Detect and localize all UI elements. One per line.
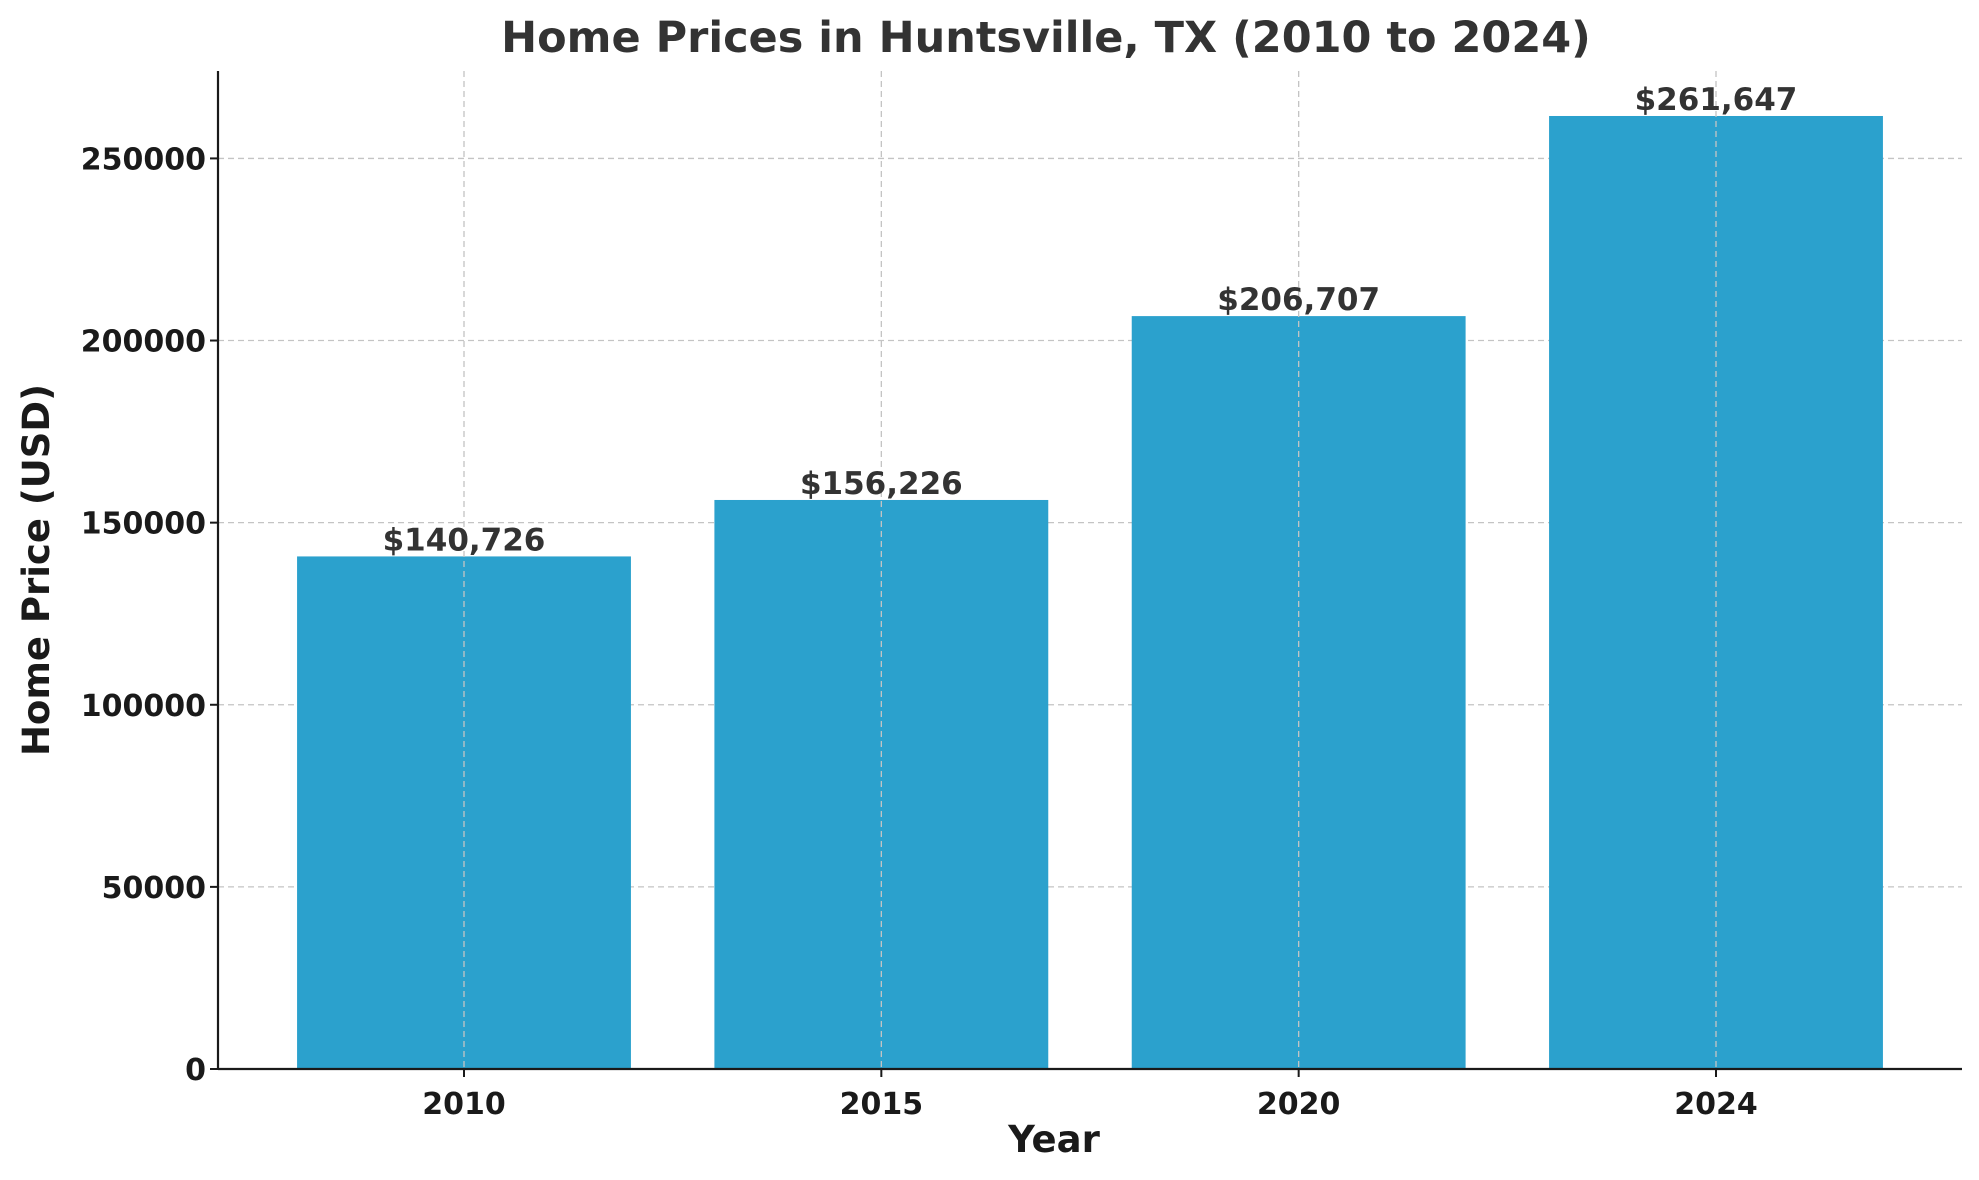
x-tick-label: 2015 bbox=[840, 1087, 924, 1122]
y-tick-label: 150000 bbox=[81, 507, 206, 542]
axes bbox=[216, 71, 1962, 1071]
y-tick-label: 200000 bbox=[81, 325, 206, 360]
data-labels: $140,726 $156,226 $206,707 $261,647 bbox=[383, 82, 1798, 558]
y-tick-label: 0 bbox=[185, 1053, 206, 1088]
data-label: $140,726 bbox=[383, 522, 546, 558]
y-tick-label: 100000 bbox=[81, 689, 206, 724]
y-axis-label: Home Price (USD) bbox=[15, 384, 58, 756]
data-label: $206,707 bbox=[1217, 282, 1380, 318]
data-label: $261,647 bbox=[1635, 82, 1798, 118]
data-label: $156,226 bbox=[800, 466, 963, 502]
ticks: 0 50000 100000 150000 200000 250000 2010 2015 20… bbox=[81, 142, 1758, 1122]
x-tick-label: 2020 bbox=[1257, 1087, 1341, 1122]
y-tick-label: 50000 bbox=[102, 871, 206, 906]
chart-title: Home Prices in Huntsville, TX (2010 to 2… bbox=[501, 13, 1591, 63]
x-tick-label: 2010 bbox=[422, 1087, 506, 1122]
x-tick-label: 2024 bbox=[1674, 1087, 1758, 1122]
bars bbox=[297, 115, 1883, 1070]
x-axis-label: Year bbox=[1007, 1118, 1100, 1161]
y-tick-label: 250000 bbox=[81, 142, 206, 177]
